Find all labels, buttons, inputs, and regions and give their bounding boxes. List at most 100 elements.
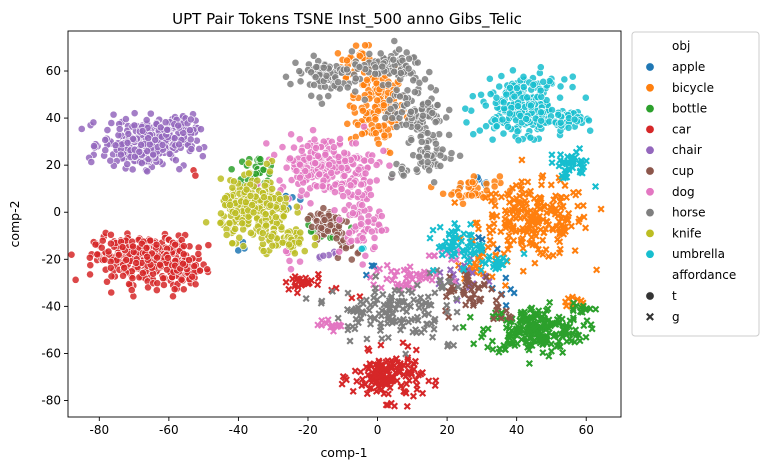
data-point-chair xyxy=(138,127,147,135)
data-point-bottle xyxy=(535,337,543,345)
data-point-bicycle xyxy=(562,223,570,231)
data-point-knife xyxy=(278,238,287,247)
data-point-dog xyxy=(312,144,320,152)
data-point-bottle xyxy=(555,337,563,345)
data-point-car xyxy=(160,281,168,289)
data-point-bicycle xyxy=(486,236,494,244)
x-axis-label: comp-1 xyxy=(320,445,367,460)
data-point-car xyxy=(129,242,137,251)
data-point-umbrella xyxy=(486,90,495,98)
data-point-knife xyxy=(261,210,270,219)
data-point-bicycle xyxy=(543,209,551,217)
data-point-horse xyxy=(365,50,374,58)
data-point-bottle xyxy=(517,311,525,319)
data-point-dog xyxy=(275,176,284,185)
data-point-car xyxy=(100,255,109,264)
data-point-horse xyxy=(410,296,418,304)
data-point-bicycle xyxy=(552,192,560,200)
data-point-bicycle xyxy=(487,197,495,205)
data-point-car xyxy=(86,261,95,270)
data-point-car xyxy=(409,392,417,400)
data-point-horse xyxy=(453,308,461,316)
data-point-umbrella xyxy=(482,122,490,131)
data-point-dog xyxy=(351,139,360,148)
data-point-car xyxy=(106,230,115,239)
data-point-chair xyxy=(87,158,96,166)
data-point-apple xyxy=(474,233,483,241)
data-point-dog xyxy=(282,163,291,172)
data-point-bicycle xyxy=(352,41,360,50)
data-point-chair xyxy=(161,118,170,127)
data-point-horse xyxy=(360,95,369,104)
data-point-bottle xyxy=(544,305,552,313)
data-point-horse xyxy=(435,130,444,139)
data-point-car xyxy=(127,286,136,294)
data-point-knife xyxy=(247,229,255,237)
data-point-car xyxy=(293,289,301,297)
data-point-bicycle xyxy=(504,221,512,229)
data-point-dog xyxy=(301,167,310,175)
data-point-bicycle xyxy=(455,191,464,200)
legend-marker-horse xyxy=(645,208,655,218)
data-point-car xyxy=(119,271,127,280)
data-point-chair xyxy=(101,146,110,155)
data-point-bottle xyxy=(489,345,497,353)
x-tick-label: 0 xyxy=(374,423,382,437)
data-point-bicycle xyxy=(556,238,564,246)
data-point-horse xyxy=(383,319,392,327)
data-point-bicycle xyxy=(374,122,383,131)
data-point-car xyxy=(204,241,213,250)
data-point-bicycle xyxy=(451,199,459,207)
data-point-apple xyxy=(478,235,486,243)
data-point-car xyxy=(67,250,76,259)
data-point-dog xyxy=(306,199,315,208)
data-point-bicycle xyxy=(518,239,526,247)
data-point-bicycle xyxy=(571,247,579,255)
data-point-dog xyxy=(383,275,391,283)
data-point-chair xyxy=(142,116,151,124)
legend-marker-cup xyxy=(645,166,655,176)
data-point-bicycle xyxy=(492,251,500,259)
data-point-car xyxy=(153,279,162,288)
data-point-bottle xyxy=(558,333,566,341)
data-point-horse xyxy=(398,108,406,117)
data-point-car xyxy=(152,240,161,249)
data-point-horse xyxy=(319,63,328,72)
legend-marker-umbrella xyxy=(645,249,655,259)
data-point-horse xyxy=(397,165,406,173)
data-point-car xyxy=(107,288,116,297)
data-point-bicycle xyxy=(555,224,563,232)
data-point-horse xyxy=(365,306,373,314)
data-point-bicycle xyxy=(485,223,493,231)
y-tick-label: -80 xyxy=(41,394,61,408)
data-point-chair xyxy=(90,142,98,150)
y-tick-label: -20 xyxy=(41,252,61,266)
data-point-umbrella xyxy=(469,130,478,139)
data-point-dog xyxy=(340,206,349,214)
data-point-car xyxy=(156,260,164,269)
data-point-car xyxy=(413,385,421,393)
data-point-bicycle xyxy=(509,224,517,232)
data-point-bottle xyxy=(582,333,590,341)
data-point-chair xyxy=(130,121,139,130)
data-point-bicycle xyxy=(526,187,535,195)
data-point-umbrella xyxy=(537,108,545,117)
data-point-bicycle xyxy=(486,229,494,237)
data-point-bicycle xyxy=(527,207,535,215)
data-point-umbrella xyxy=(564,123,573,132)
data-point-chair xyxy=(122,115,130,123)
data-point-bicycle xyxy=(467,191,476,200)
y-axis-ticks: -80 -60 -40 -20 0 20 40 60 xyxy=(41,64,68,408)
data-point-bicycle xyxy=(472,219,480,227)
data-point-chair xyxy=(123,160,132,169)
data-point-knife xyxy=(262,159,271,168)
data-point-horse xyxy=(405,54,413,63)
data-point-dog xyxy=(287,265,295,274)
data-point-horse xyxy=(309,51,318,60)
data-point-bicycle xyxy=(523,228,531,236)
data-point-bicycle xyxy=(524,178,532,186)
data-point-cup xyxy=(317,223,326,232)
data-point-horse xyxy=(431,289,439,297)
data-point-chair xyxy=(319,251,328,260)
data-point-bottle xyxy=(529,321,537,329)
